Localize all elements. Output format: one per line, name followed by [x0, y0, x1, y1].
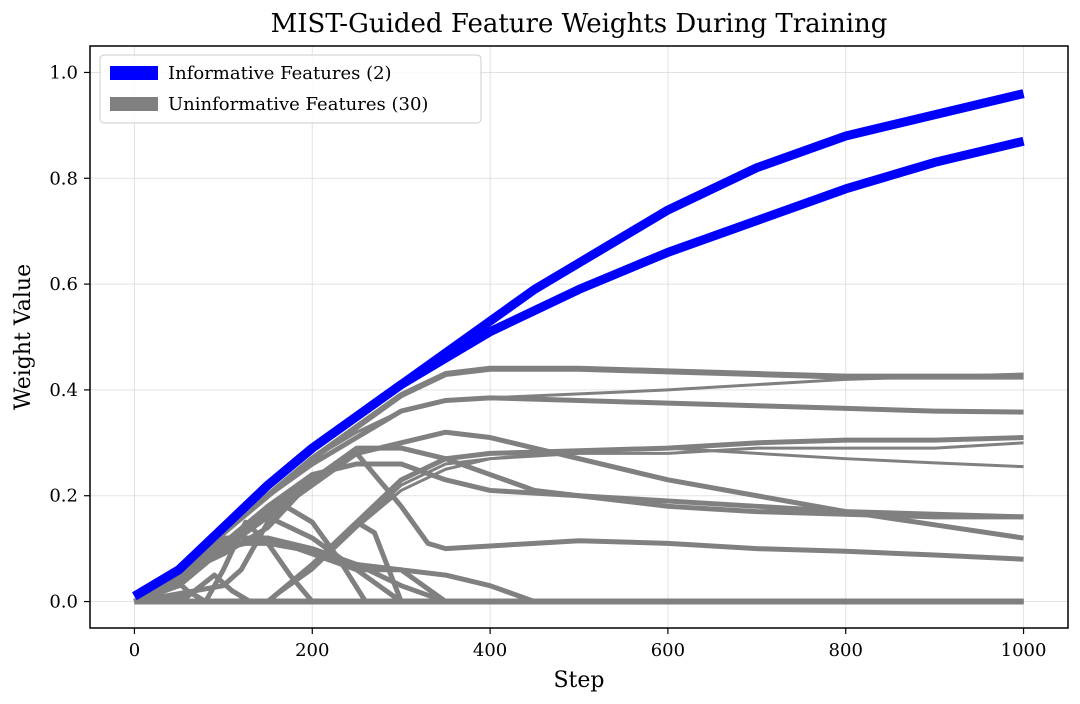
informative-feature-line [132, 136, 1025, 601]
plot-frame [89, 45, 1069, 629]
legend-swatch-uninformative [110, 97, 158, 111]
x-tick-label: 1000 [1001, 640, 1047, 661]
x-tick-label: 800 [829, 640, 863, 661]
uninformative-feature-line [134, 519, 1024, 605]
legend-swatch-informative [110, 66, 158, 80]
chart-title: MIST-Guided Feature Weights During Train… [271, 9, 888, 39]
uninformative-feature-line [133, 395, 1024, 599]
y-tick-label: 0.0 [49, 592, 78, 613]
x-axis-ticks: 0 200 400 600 800 1000 [129, 628, 1047, 661]
uninformative-feature-line [133, 461, 1024, 599]
legend-label-informative: Informative Features (2) [168, 63, 392, 84]
uninformative-feature-line [133, 450, 1024, 604]
series-layer [132, 89, 1025, 605]
y-axis-title: Weight Value [11, 264, 36, 410]
legend[interactable]: Informative Features (2) Uninformative F… [99, 54, 482, 124]
y-tick-label: 0.6 [49, 274, 78, 295]
y-tick-label: 0.4 [49, 380, 78, 401]
x-tick-label: 200 [295, 640, 329, 661]
y-tick-label: 0.8 [49, 168, 78, 189]
x-axis-title: Step [553, 668, 604, 693]
legend-box [99, 54, 482, 124]
uninformative-feature-line [134, 572, 1024, 605]
y-tick-label: 0.2 [49, 486, 78, 507]
y-tick-label: 1.0 [49, 62, 78, 83]
uninformative-feature-line [134, 572, 1024, 605]
x-tick-label: 400 [473, 640, 507, 661]
x-tick-label: 0 [129, 640, 140, 661]
legend-label-uninformative: Uninformative Features (30) [168, 94, 428, 115]
uninformative-feature-line [134, 519, 1024, 605]
y-axis-ticks: 0.0 0.2 0.4 0.6 0.8 1.0 [49, 62, 90, 613]
x-tick-label: 600 [651, 640, 685, 661]
